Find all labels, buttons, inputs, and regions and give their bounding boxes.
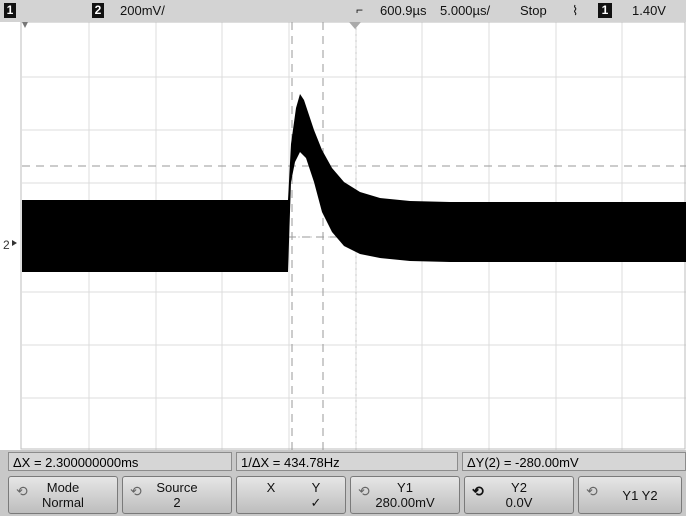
trigger-source-indicator: 1 xyxy=(598,3,612,18)
x-option-label: X xyxy=(266,480,276,495)
y1-value: 280.00mV xyxy=(375,495,435,510)
source-label: Source xyxy=(156,480,198,495)
mode-value: Normal xyxy=(42,495,84,510)
y-selected-check-icon: ✓ xyxy=(310,495,322,510)
channel2-scale: 200mV/ xyxy=(120,3,165,18)
waveform-trace xyxy=(22,94,686,272)
source-softkey[interactable]: ⟲ Source 2 xyxy=(122,476,232,514)
delta-y-readout: ΔY(2) = -280.00mV xyxy=(462,452,686,471)
inverse-delta-x-readout: 1/ΔX = 434.78Hz xyxy=(236,452,458,471)
delta-x-readout: ΔX = 2.300000000ms xyxy=(8,452,232,471)
rotate-knob-icon: ⟲ xyxy=(16,483,28,499)
channel1-indicator[interactable]: 1 xyxy=(4,3,16,18)
y2-label: Y2 xyxy=(511,480,527,495)
y1-y2-softkey[interactable]: ⟲ Y1 Y2 xyxy=(578,476,682,514)
mode-softkey[interactable]: ⟲ Mode Normal xyxy=(8,476,118,514)
y2-value: 0.0V xyxy=(505,495,533,510)
trigger-slope-icon: ⌇ xyxy=(572,3,579,18)
channel2-ground-marker[interactable]: 2 xyxy=(3,238,10,252)
rotate-knob-icon: ⟲ xyxy=(130,483,142,499)
y2-softkey[interactable]: ⟲ Y2 0.0V xyxy=(464,476,574,514)
time-ref-marker xyxy=(22,22,28,28)
run-state: Stop xyxy=(520,3,547,18)
measurement-bar: ΔX = 2.300000000ms 1/ΔX = 434.78Hz ΔY(2)… xyxy=(8,452,686,472)
rotate-knob-icon: ⟲ xyxy=(586,483,598,499)
trigger-point-marker xyxy=(349,22,361,29)
xy-softkey[interactable]: X Y ✓ xyxy=(236,476,346,514)
status-bar: 1 2 200mV/ ⌐ 600.9µs 5.000µs/ Stop ⌇ 1 1… xyxy=(0,0,686,23)
mode-label: Mode xyxy=(46,480,80,495)
channel2-indicator[interactable]: 2 xyxy=(92,3,104,18)
source-value: 2 xyxy=(173,495,181,510)
waveform-graticule: 2 xyxy=(3,21,686,450)
y1-label: Y1 xyxy=(397,480,413,495)
trigger-level: 1.40V xyxy=(632,3,666,18)
trigger-position-icon: ⌐ xyxy=(356,3,364,17)
time-offset: 600.9µs xyxy=(380,3,427,18)
time-scale: 5.000µs/ xyxy=(440,3,491,18)
y-option-label: Y xyxy=(311,480,321,495)
rotate-knob-icon: ⟲ xyxy=(358,483,370,499)
y1-y2-label: Y1 Y2 xyxy=(622,488,658,503)
y1-softkey[interactable]: ⟲ Y1 280.00mV xyxy=(350,476,460,514)
softkey-menu: ⟲ Mode Normal ⟲ Source 2 X Y ✓ ⟲ Y1 280.… xyxy=(0,474,686,516)
waveform-display[interactable]: 2 xyxy=(0,21,686,450)
rotate-knob-active-icon: ⟲ xyxy=(472,483,484,499)
ground-marker-arrow xyxy=(12,240,17,246)
